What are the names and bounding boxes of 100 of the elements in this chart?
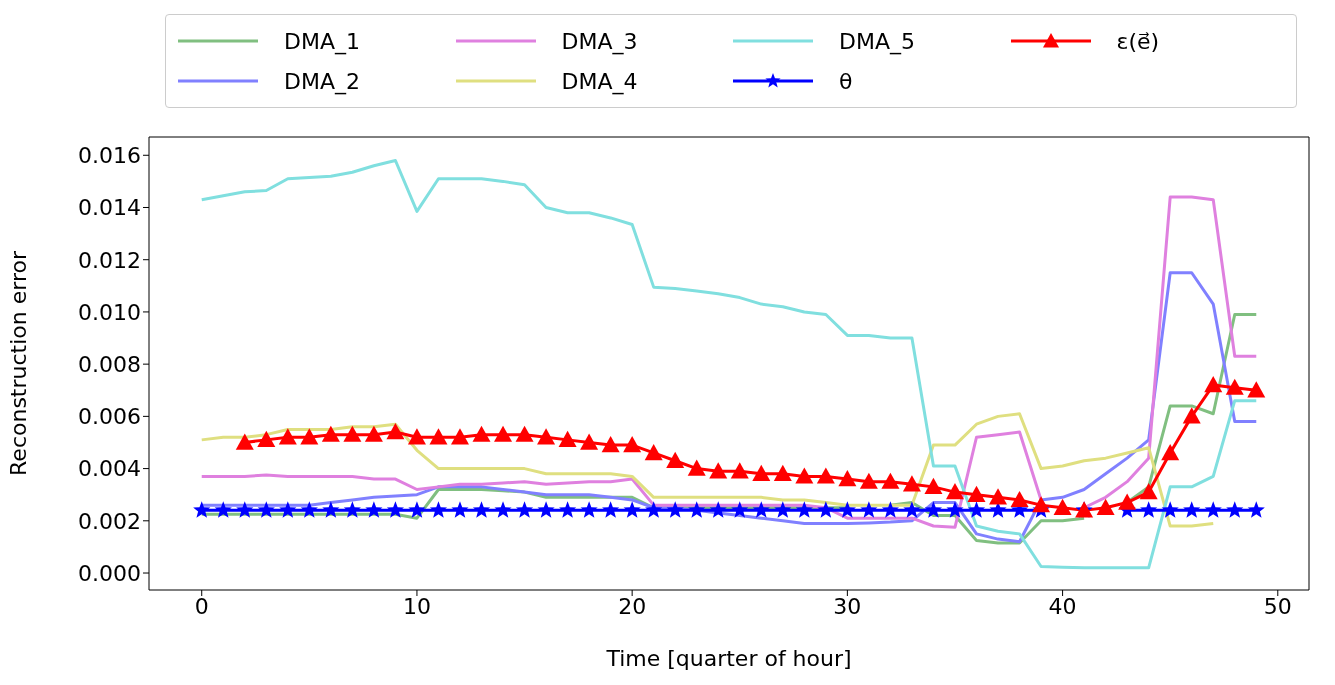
- point: [859, 472, 878, 489]
- point: [408, 501, 426, 518]
- point: [773, 464, 792, 482]
- point: [838, 470, 857, 487]
- x-tick-label: 0: [194, 593, 209, 619]
- point: [580, 433, 599, 450]
- point: [666, 501, 684, 518]
- y-tick-label: 0.002: [78, 508, 141, 534]
- point: [1247, 501, 1265, 518]
- point: [967, 485, 986, 502]
- point: [1226, 501, 1244, 518]
- point: [623, 436, 642, 453]
- point: [322, 501, 340, 518]
- point: [1204, 376, 1223, 393]
- point: [1118, 493, 1137, 510]
- point: [1053, 498, 1072, 515]
- point: [537, 428, 556, 445]
- point: [365, 501, 383, 518]
- point: [1010, 490, 1029, 508]
- x-tick-label: 10: [402, 593, 431, 619]
- point: [451, 501, 469, 518]
- point: [257, 501, 275, 518]
- point: [860, 501, 878, 518]
- point: [343, 501, 361, 518]
- point: [602, 501, 620, 518]
- point: [472, 501, 491, 518]
- point: [193, 501, 211, 518]
- y-axis-title: Reconstruction error: [5, 250, 31, 476]
- legend-label: DMA_1: [284, 28, 360, 54]
- point: [257, 430, 276, 448]
- y-tick-label: 0.014: [78, 195, 141, 221]
- point: [924, 501, 943, 518]
- point: [235, 433, 254, 450]
- point: [945, 483, 964, 500]
- point: [752, 501, 770, 518]
- point: [687, 459, 706, 476]
- point: [515, 425, 534, 442]
- point: [1139, 483, 1158, 500]
- legend-label: DMA_2: [284, 68, 360, 94]
- point: [494, 501, 512, 518]
- point: [580, 501, 598, 518]
- legend-label: θ: [839, 68, 853, 94]
- legend-label: ε(e⃗): [1116, 28, 1160, 54]
- point: [537, 501, 555, 518]
- point: [902, 475, 921, 492]
- point: [321, 425, 340, 442]
- y-tick-label: 0.012: [78, 247, 141, 273]
- point: [881, 472, 900, 489]
- point: [386, 423, 405, 440]
- point: [300, 428, 319, 445]
- point: [494, 425, 513, 442]
- point: [730, 462, 749, 479]
- point: [795, 467, 814, 484]
- legend-label: DMA_3: [561, 28, 638, 54]
- point: [817, 501, 835, 518]
- point: [1140, 501, 1158, 518]
- point: [816, 467, 835, 484]
- point: [838, 501, 856, 518]
- point: [559, 501, 577, 518]
- y-tick-label: 0.004: [78, 456, 141, 482]
- point: [709, 501, 727, 518]
- point: [515, 501, 534, 518]
- point: [881, 501, 899, 518]
- point: [752, 464, 771, 482]
- point: [688, 501, 706, 518]
- point: [795, 501, 813, 518]
- point: [989, 488, 1008, 505]
- point: [946, 501, 964, 518]
- y-tick-label: 0.006: [78, 404, 141, 430]
- point: [644, 443, 663, 461]
- y-tick-label: 0.008: [78, 351, 141, 377]
- x-tick-label: 30: [833, 593, 862, 619]
- point: [623, 501, 641, 518]
- point: [278, 428, 297, 445]
- x-axis-title: Time [quarter of hour]: [605, 646, 852, 671]
- point: [558, 430, 577, 448]
- point: [967, 501, 986, 518]
- point: [450, 428, 469, 445]
- y-tick-label: 0.010: [78, 299, 141, 325]
- point: [214, 501, 232, 518]
- x-tick-label: 20: [618, 593, 647, 619]
- y-tick-label: 0.016: [78, 143, 141, 169]
- point: [1225, 378, 1244, 395]
- point: [1161, 501, 1179, 518]
- point: [343, 425, 362, 442]
- point: [407, 428, 426, 445]
- point: [429, 428, 448, 445]
- point: [1204, 501, 1222, 518]
- line-series: [200, 159, 1258, 570]
- x-tick-label: 50: [1263, 593, 1292, 619]
- point: [279, 501, 297, 518]
- point: [666, 451, 685, 468]
- point: [364, 425, 383, 442]
- point: [601, 436, 620, 453]
- point: [1032, 496, 1051, 513]
- point: [429, 501, 448, 518]
- point: [731, 501, 749, 518]
- point: [236, 501, 254, 518]
- point: [645, 501, 663, 518]
- point: [1183, 501, 1201, 518]
